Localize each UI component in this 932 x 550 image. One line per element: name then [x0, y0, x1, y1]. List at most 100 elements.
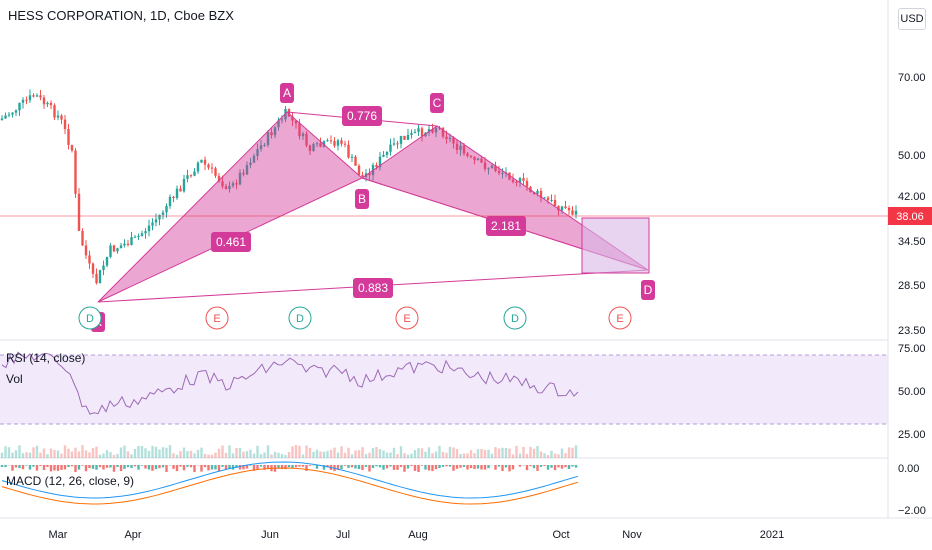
macd-bar: [88, 465, 91, 469]
candle-body: [77, 193, 81, 231]
volume-bar: [53, 450, 56, 458]
volume-bar: [431, 453, 434, 458]
candle-body: [98, 270, 102, 284]
candle-body: [154, 219, 158, 223]
macd-bar: [298, 465, 301, 467]
candle-body: [221, 181, 224, 187]
event-label: E: [213, 313, 220, 325]
pattern-point-b: B: [358, 192, 366, 206]
candle-body: [557, 205, 560, 211]
rsi-polyline: [1, 351, 579, 415]
volume-bar: [518, 453, 522, 458]
symbol-title[interactable]: HESS CORPORATION, 1D, Cboe BZX: [8, 8, 234, 23]
macd-bar: [81, 465, 84, 466]
candle-body: [480, 158, 483, 163]
volume-bar: [182, 447, 186, 458]
candle-body: [119, 245, 123, 249]
volume-bar: [413, 450, 417, 458]
candle-body: [392, 143, 396, 145]
price-tick: 28.50: [898, 280, 926, 292]
macd-bar: [266, 465, 270, 470]
volume-bar: [273, 451, 277, 458]
dividend-event-icon[interactable]: [288, 306, 312, 330]
candle-body: [476, 158, 480, 161]
candle-body: [487, 168, 490, 170]
dividend-event-icon[interactable]: [78, 306, 102, 330]
volume-bar: [571, 447, 574, 458]
candle-body: [291, 116, 294, 121]
volume-bar: [221, 445, 224, 458]
macd-bar: [210, 465, 214, 470]
macd-bar: [193, 465, 196, 473]
candle-body: [123, 243, 126, 246]
macd-bar: [172, 465, 175, 469]
candle-body: [319, 143, 322, 147]
macd-bar: [473, 465, 476, 469]
macd-bar: [28, 465, 32, 470]
candle-body: [39, 95, 42, 98]
candle-body: [354, 156, 357, 166]
volume-bar: [308, 447, 312, 458]
candle-body: [165, 206, 168, 213]
macd-legend[interactable]: MACD (12, 26, close, 9): [6, 474, 135, 488]
macd-bar: [364, 465, 368, 467]
dividend-event-icon[interactable]: [503, 306, 527, 330]
volume-bar: [287, 451, 291, 458]
macd-bar: [151, 465, 154, 471]
time-label: Oct: [552, 529, 569, 541]
earnings-event-icon[interactable]: [608, 306, 632, 330]
candle-body: [361, 175, 364, 177]
candle-body: [473, 156, 476, 161]
candle-body: [329, 140, 333, 142]
macd-bar: [161, 465, 165, 468]
macd-bar: [256, 465, 259, 470]
currency-button[interactable]: USD: [898, 8, 926, 30]
candle-body: [140, 233, 144, 236]
macd-bar: [63, 465, 67, 470]
volume-bar: [259, 454, 263, 458]
volume-bar: [511, 454, 515, 458]
macd-bar: [126, 465, 130, 468]
volume-bar: [39, 452, 42, 458]
candle-body: [522, 178, 525, 181]
volume-bar: [553, 453, 557, 458]
volume-bar: [480, 448, 483, 458]
macd-bar: [476, 465, 480, 469]
volume-bar: [126, 451, 130, 458]
volume-bar: [175, 454, 179, 458]
ratio-label: 0.461: [216, 235, 246, 249]
macd-bar: [238, 465, 242, 470]
candle-body: [494, 165, 497, 171]
time-label: Mar: [49, 529, 68, 541]
volume-bar: [469, 450, 473, 458]
candle-body: [483, 162, 487, 170]
candle-body: [343, 143, 347, 145]
earnings-event-icon[interactable]: [395, 306, 419, 330]
volume-bar: [497, 448, 501, 458]
volume-bar: [322, 451, 326, 458]
volume-bar: [525, 454, 529, 458]
volume-legend[interactable]: Vol: [6, 372, 23, 386]
macd-bar: [46, 465, 49, 468]
rsi-tick: 75.00: [898, 343, 926, 355]
volume-bar: [245, 451, 249, 458]
macd-bar: [511, 465, 515, 470]
macd-bar: [560, 465, 564, 469]
earnings-event-markers[interactable]: D E D E D E: [78, 306, 632, 330]
earnings-event-icon[interactable]: [205, 306, 229, 330]
ratio-label: 0.883: [358, 281, 388, 295]
volume-bar: [140, 446, 144, 458]
volume-bar: [238, 447, 242, 458]
macd-bar: [305, 465, 308, 471]
candle-body: [539, 190, 543, 198]
volume-bar: [532, 448, 536, 458]
pattern-point-d: D: [644, 283, 653, 297]
macd-bar: [431, 465, 434, 472]
rsi-legend[interactable]: RSI (14, close): [6, 351, 86, 365]
candle-body: [186, 175, 189, 179]
candle-body: [210, 167, 214, 169]
candle-body: [518, 178, 522, 183]
macd-bar: [179, 465, 182, 467]
